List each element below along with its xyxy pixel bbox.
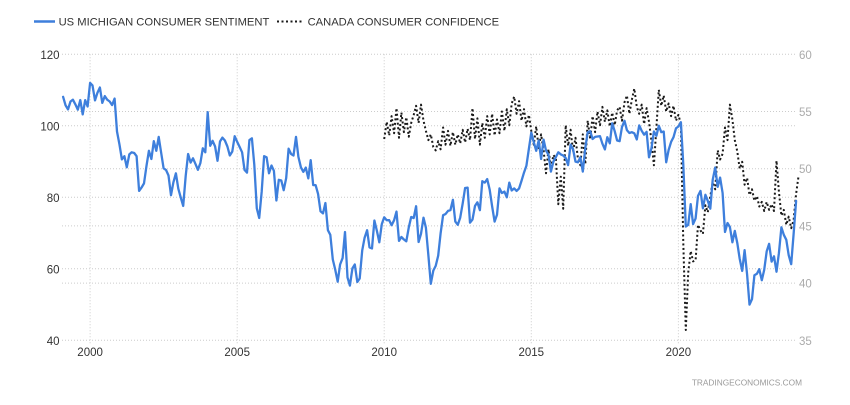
svg-text:2005: 2005 xyxy=(224,347,250,359)
svg-text:2020: 2020 xyxy=(666,347,692,359)
svg-text:2010: 2010 xyxy=(371,347,397,359)
svg-text:55: 55 xyxy=(799,107,812,119)
svg-text:US MICHIGAN CONSUMER SENTIMENT: US MICHIGAN CONSUMER SENTIMENT xyxy=(59,17,270,29)
svg-text:CANADA CONSUMER CONFIDENCE: CANADA CONSUMER CONFIDENCE xyxy=(308,17,499,29)
svg-text:2000: 2000 xyxy=(77,347,103,359)
svg-text:40: 40 xyxy=(799,279,812,291)
svg-text:60: 60 xyxy=(799,50,812,62)
svg-text:60: 60 xyxy=(47,264,60,276)
svg-text:35: 35 xyxy=(799,336,812,348)
svg-text:120: 120 xyxy=(40,50,59,62)
svg-text:100: 100 xyxy=(40,121,59,133)
svg-text:TRADINGECONOMICS.COM: TRADINGECONOMICS.COM xyxy=(692,378,802,388)
svg-text:40: 40 xyxy=(47,336,60,348)
svg-text:80: 80 xyxy=(47,193,60,205)
svg-text:50: 50 xyxy=(799,164,812,176)
svg-text:2015: 2015 xyxy=(519,347,545,359)
svg-text:45: 45 xyxy=(799,221,812,233)
